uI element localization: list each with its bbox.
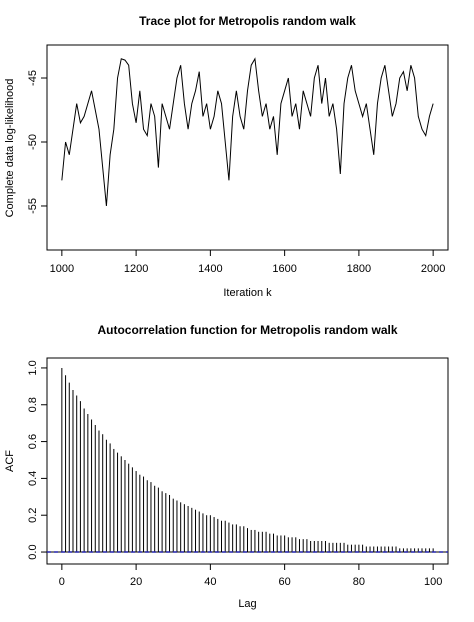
x-tick-label: 2000 — [421, 263, 445, 275]
y-tick-label: 0.8 — [27, 397, 39, 412]
x-axis-label: Iteration k — [223, 287, 272, 299]
y-axis-label: Complete data log-likelihood — [4, 79, 16, 218]
y-tick-label: 1.0 — [27, 360, 39, 375]
x-tick-label: 80 — [353, 576, 365, 588]
plot-box — [46, 44, 449, 251]
y-axis-label: ACF — [4, 450, 16, 472]
plot-box — [46, 357, 449, 565]
x-tick-label: 1200 — [124, 263, 148, 275]
chart-title: Autocorrelation function for Metropolis … — [97, 323, 397, 337]
y-tick-label: -45 — [27, 70, 39, 86]
x-tick-label: 20 — [130, 576, 142, 588]
x-tick-label: 1600 — [272, 263, 296, 275]
trace-line — [61, 57, 434, 207]
y-tick-label: -50 — [27, 134, 39, 150]
y-tick-label: 0.4 — [27, 471, 39, 486]
x-tick-label: 1000 — [50, 263, 74, 275]
x-tick-label: 40 — [204, 576, 216, 588]
y-tick-label: 0.2 — [27, 508, 39, 523]
chart-title: Trace plot for Metropolis random walk — [139, 14, 356, 28]
x-tick-label: 100 — [424, 576, 442, 588]
x-tick-label: 1800 — [347, 263, 371, 275]
y-tick-label: 0.0 — [27, 544, 39, 559]
y-tick-label: -55 — [27, 198, 39, 214]
x-tick-label: 1400 — [198, 263, 222, 275]
x-tick-label: 60 — [279, 576, 291, 588]
x-tick-label: 0 — [59, 576, 65, 588]
x-axis-label: Lag — [238, 598, 256, 610]
y-tick-label: 0.6 — [27, 434, 39, 449]
